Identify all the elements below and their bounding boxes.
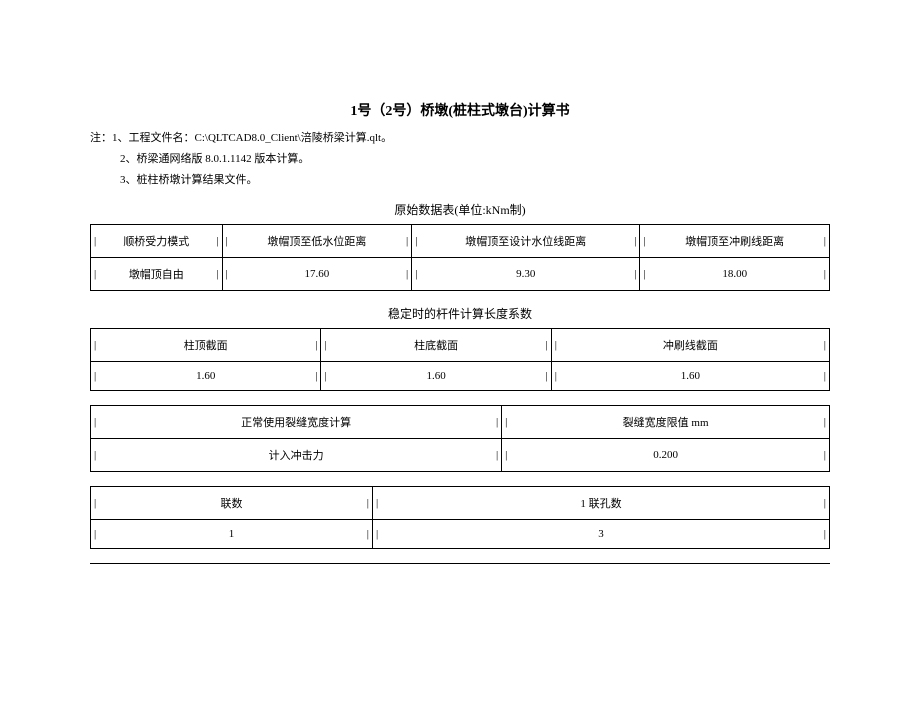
page-title: 1号（2号）桥墩(桩柱式墩台)计算书 [90,100,830,120]
cell-text: 1.60 [426,370,445,382]
cell-text: 顺桥受力模式 [123,233,189,249]
caption-stability: 稳定时的杆件计算长度系数 [90,305,830,322]
cell-text: 柱底截面 [414,337,458,353]
table-data-cell: 0.200 [502,438,830,471]
cell-text: 9.30 [516,268,535,280]
cell-text: 柱顶截面 [184,337,228,353]
table-header-cell: 冲刷线截面 [551,328,829,361]
cell-text: 0.200 [653,449,678,461]
table-raw-data: 顺桥受力模式 墩帽顶至低水位距离 墩帽顶至设计水位线距离 墩帽顶至冲刷线距离 墩… [90,224,830,291]
table-crack-width: 正常使用裂缝宽度计算 裂缝宽度限值 mm 计入冲击力 0.200 [90,405,830,472]
cell-text: 1 [229,528,235,540]
table-row: 顺桥受力模式 墩帽顶至低水位距离 墩帽顶至设计水位线距离 墩帽顶至冲刷线距离 [91,224,830,257]
table-header-cell: 柱底截面 [321,328,551,361]
table-row: 1 3 [91,519,830,548]
table-row: 联数 1 联孔数 [91,486,830,519]
table-data-cell: 1 [91,519,373,548]
table-row: 柱顶截面 柱底截面 冲刷线截面 [91,328,830,361]
note-prefix: 注： [90,132,112,144]
cell-text: 墩帽顶自由 [129,266,184,282]
table-header-cell: 墩帽顶至冲刷线距离 [640,224,830,257]
caption-raw-data: 原始数据表(单位:kNm制) [90,201,830,218]
table-header-cell: 联数 [91,486,373,519]
table-row: 墩帽顶自由 17.60 9.30 18.00 [91,257,830,290]
table-header-cell: 1 联孔数 [372,486,829,519]
cell-text: 墩帽顶至低水位距离 [267,233,366,249]
table-row: 1.60 1.60 1.60 [91,361,830,390]
cell-text: 17.60 [305,268,330,280]
table-span-count: 联数 1 联孔数 1 3 [90,486,830,549]
table-data-cell: 1.60 [551,361,829,390]
cell-text: 1.60 [196,370,215,382]
table-data-cell: 9.30 [412,257,640,290]
table-data-cell: 1.60 [91,361,321,390]
note-line-2: 2、桥梁通网络版 8.0.1.1142 版本计算。 [120,149,830,170]
table-row: 计入冲击力 0.200 [91,438,830,471]
cell-text: 计入冲击力 [269,447,324,463]
table-data-cell: 17.60 [222,257,412,290]
table-data-cell: 墩帽顶自由 [91,257,223,290]
cell-text: 联数 [220,495,242,511]
trailing-rule [90,563,830,564]
cell-text: 1 联孔数 [580,495,621,511]
cell-text: 18.00 [722,268,747,280]
table-data-cell: 1.60 [321,361,551,390]
table-header-cell: 墩帽顶至低水位距离 [222,224,412,257]
cell-text: 墩帽顶至设计水位线距离 [465,233,586,249]
table-data-cell: 18.00 [640,257,830,290]
cell-text: 裂缝宽度限值 mm [623,414,709,430]
table-row: 正常使用裂缝宽度计算 裂缝宽度限值 mm [91,405,830,438]
table-stability: 柱顶截面 柱底截面 冲刷线截面 1.60 1.60 1.60 [90,328,830,391]
cell-text: 正常使用裂缝宽度计算 [241,414,351,430]
table-header-cell: 柱顶截面 [91,328,321,361]
table-header-cell: 顺桥受力模式 [91,224,223,257]
table-header-cell: 裂缝宽度限值 mm [502,405,830,438]
table-header-cell: 墩帽顶至设计水位线距离 [412,224,640,257]
notes-block: 注：1、工程文件名：C:\QLTCAD8.0_Client\涪陵桥梁计算.qlt… [90,128,830,191]
note-item-0: 1、工程文件名：C:\QLTCAD8.0_Client\涪陵桥梁计算.qlt。 [112,132,392,144]
table-data-cell: 计入冲击力 [91,438,502,471]
table-header-cell: 正常使用裂缝宽度计算 [91,405,502,438]
note-line-3: 3、桩柱桥墩计算结果文件。 [120,170,830,191]
note-line-1: 注：1、工程文件名：C:\QLTCAD8.0_Client\涪陵桥梁计算.qlt… [120,128,830,149]
cell-text: 1.60 [681,370,700,382]
cell-text: 冲刷线截面 [663,337,718,353]
table-data-cell: 3 [372,519,829,548]
cell-text: 3 [598,528,604,540]
cell-text: 墩帽顶至冲刷线距离 [685,233,784,249]
